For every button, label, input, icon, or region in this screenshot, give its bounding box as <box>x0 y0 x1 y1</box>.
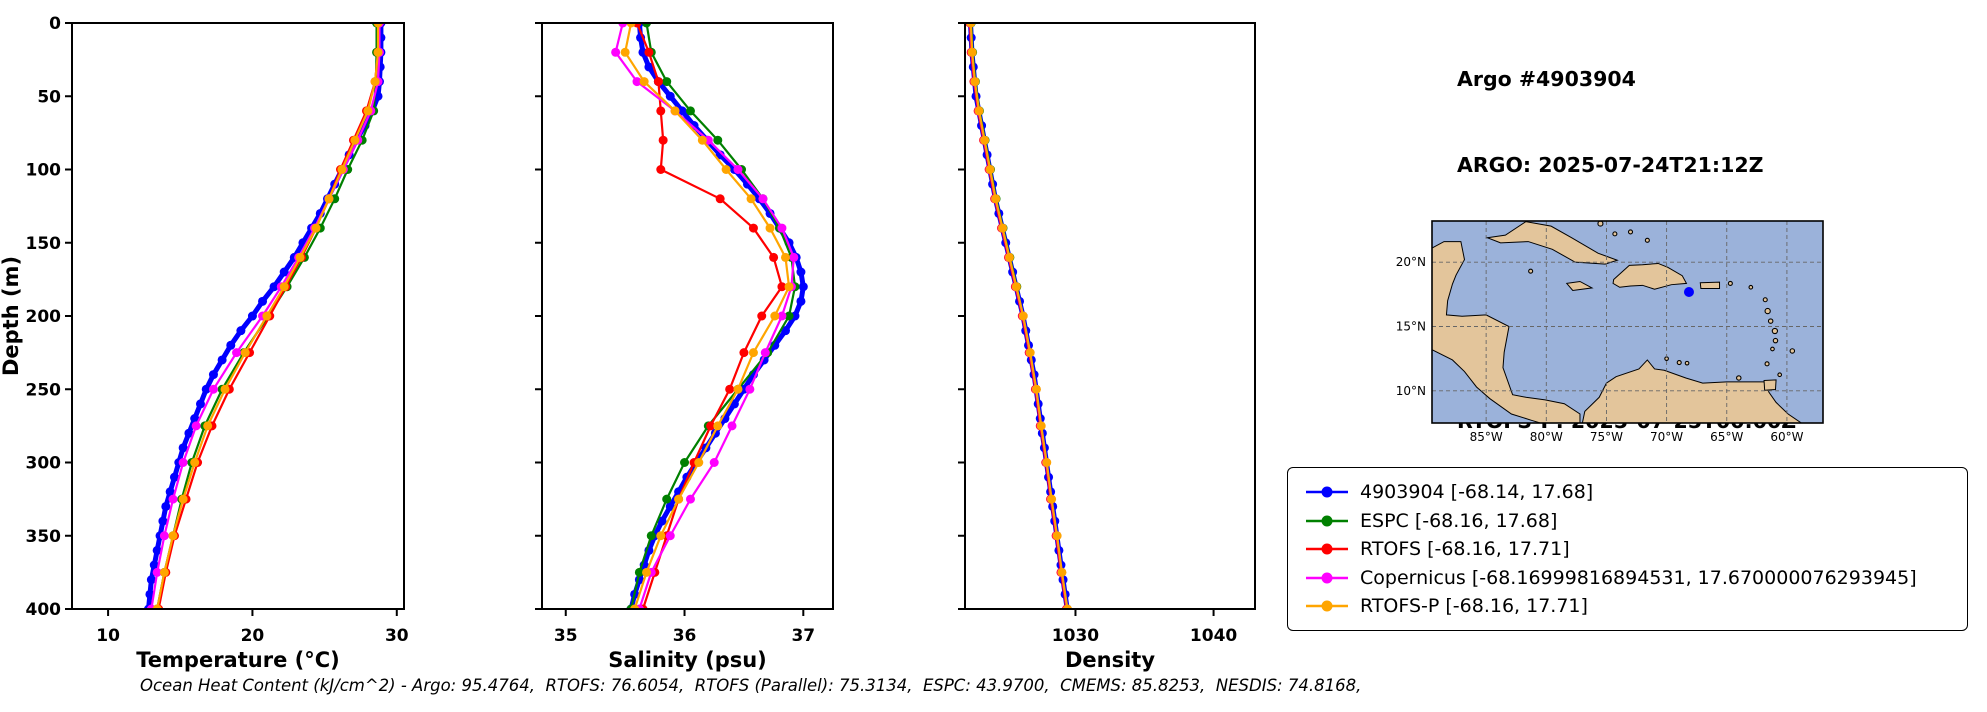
legend-marker-icon <box>1306 515 1348 526</box>
series-RTOFS-P <box>620 23 794 609</box>
temperature-axis-label: Temperature (°C) <box>136 648 339 672</box>
legend-marker-icon <box>1306 543 1348 555</box>
svg-text:350: 350 <box>26 527 62 547</box>
legend-item: RTOFS [-68.16, 17.71] <box>1304 538 1951 560</box>
legend-item-label: 4903904 [-68.14, 17.68] <box>1360 481 1594 503</box>
title-line-argo-id: Argo #4903904 <box>1457 67 1636 91</box>
map-island <box>1771 327 1779 335</box>
map-island <box>1676 359 1682 366</box>
map-landmass <box>1565 280 1594 292</box>
map-island <box>1777 372 1783 378</box>
legend-item: Copernicus [-68.16999816894531, 17.67000… <box>1304 567 1951 589</box>
svg-text:20°N: 20°N <box>1396 255 1426 269</box>
svg-text:50: 50 <box>37 87 61 107</box>
svg-text:300: 300 <box>26 454 62 474</box>
float-position-marker <box>1683 287 1694 298</box>
map-landmass <box>1432 241 1581 423</box>
legend-marker-icon <box>1306 486 1348 498</box>
panel-salinity: 35 36 37 Salinity (psu) <box>535 22 834 672</box>
map-inset: 85°W 80°W 75°W 70°W 65°W 60°W 20°N 15°N 10°N <box>1396 220 1824 444</box>
map-island <box>1748 284 1754 290</box>
svg-text:200: 200 <box>26 307 62 327</box>
svg-text:65°W: 65°W <box>1710 430 1743 444</box>
map-island <box>1764 361 1770 367</box>
map-island <box>1684 360 1690 366</box>
map-island <box>1772 337 1779 344</box>
legend-item: ESPC [-68.16, 17.68] <box>1304 510 1951 532</box>
series-RTOFS-P <box>966 23 1072 609</box>
map-island <box>1627 229 1634 235</box>
depth-axis-label: Depth (m) <box>0 256 23 376</box>
svg-text:0: 0 <box>49 14 61 34</box>
salinity-axis-label: Salinity (psu) <box>608 648 767 672</box>
legend-item-label: RTOFS-P [-68.16, 17.71] <box>1360 595 1588 617</box>
series-Copernicus <box>611 23 799 609</box>
svg-text:1030: 1030 <box>1052 626 1099 646</box>
svg-text:35: 35 <box>554 626 578 646</box>
svg-text:15°N: 15°N <box>1396 320 1426 334</box>
map-island <box>1762 297 1768 303</box>
legend-marker-icon <box>1306 600 1348 612</box>
map-island <box>1770 346 1775 352</box>
svg-text:1040: 1040 <box>1190 626 1237 646</box>
legend: 4903904 [-68.14, 17.68] ESPC [-68.16, 17.… <box>1287 467 1968 631</box>
legend-item: 4903904 [-68.14, 17.68] <box>1304 481 1951 503</box>
svg-text:250: 250 <box>26 380 62 400</box>
svg-text:100: 100 <box>26 161 62 181</box>
svg-text:60°W: 60°W <box>1770 430 1803 444</box>
series-RTOFS-P <box>152 23 383 609</box>
svg-text:36: 36 <box>673 626 697 646</box>
svg-text:75°W: 75°W <box>1590 430 1623 444</box>
map-island <box>1727 280 1733 286</box>
svg-text:20: 20 <box>241 626 265 646</box>
map-island <box>1612 231 1618 237</box>
svg-text:80°W: 80°W <box>1530 430 1563 444</box>
panel-temperature: 10 20 30050100150200250300350400Temperatur… <box>26 14 409 672</box>
legend-item-label: RTOFS [-68.16, 17.71] <box>1360 538 1570 560</box>
svg-text:150: 150 <box>26 234 62 254</box>
map-landmass <box>1699 281 1721 290</box>
title-line-argo: ARGO: 2025-07-24T21:12Z <box>1457 152 1764 177</box>
map-island <box>1767 318 1774 324</box>
map-island <box>1528 268 1534 274</box>
legend-marker-icon <box>1306 572 1348 583</box>
legend-item-label: Copernicus [-68.16999816894531, 17.67000… <box>1360 566 1917 589</box>
legend-item-label: ESPC [-68.16, 17.68] <box>1360 509 1558 532</box>
legend-item: RTOFS-P [-68.16, 17.71] <box>1304 595 1951 617</box>
svg-text:10°N: 10°N <box>1396 384 1426 398</box>
svg-text:10: 10 <box>96 626 120 646</box>
density-axis-label: Density <box>1065 648 1155 672</box>
svg-text:400: 400 <box>26 600 62 620</box>
svg-text:30: 30 <box>385 626 409 646</box>
svg-text:85°W: 85°W <box>1470 430 1503 444</box>
map-landmass <box>1763 379 1777 391</box>
ocean-heat-content-note: Ocean Heat Content (kJ/cm^2) - Argo: 95.… <box>140 676 1362 695</box>
map-island <box>1764 307 1771 315</box>
map-island <box>1644 237 1650 243</box>
map-island <box>1789 348 1796 354</box>
map-island <box>1736 375 1742 381</box>
svg-text:70°W: 70°W <box>1650 430 1683 444</box>
map-island <box>1597 221 1604 227</box>
map-landmass <box>1612 262 1688 290</box>
panel-density: 1030 1040 Density <box>958 22 1256 672</box>
svg-text:37: 37 <box>791 626 815 646</box>
